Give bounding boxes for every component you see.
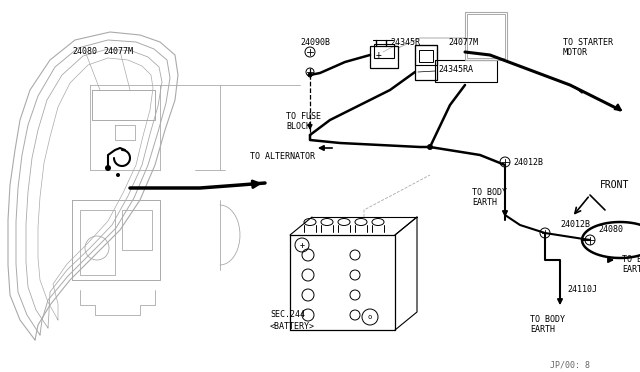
Text: JP/00: 8: JP/00: 8: [550, 360, 590, 369]
Circle shape: [503, 210, 507, 214]
Text: TO BODY: TO BODY: [472, 188, 507, 197]
Circle shape: [307, 73, 312, 77]
Text: TO STARTER: TO STARTER: [563, 38, 613, 47]
Text: TO FUSE: TO FUSE: [286, 112, 321, 121]
Bar: [465, 12, 507, 60]
Bar: [415, 45, 437, 80]
Text: EARTH: EARTH: [622, 265, 640, 274]
Bar: [122, 210, 152, 250]
Text: TO ENGINE: TO ENGINE: [622, 255, 640, 264]
Text: <BATTERY>: <BATTERY>: [270, 322, 315, 331]
Text: TO BODY: TO BODY: [530, 315, 565, 324]
Text: 24345R: 24345R: [390, 38, 420, 47]
Text: 24012B: 24012B: [560, 220, 590, 229]
Text: TO ALTERNATOR: TO ALTERNATOR: [250, 152, 315, 161]
Bar: [374, 44, 394, 58]
Text: o: o: [368, 314, 372, 320]
Circle shape: [116, 173, 120, 177]
Text: EARTH: EARTH: [472, 198, 497, 207]
Bar: [370, 46, 398, 68]
Bar: [467, 14, 505, 58]
Text: SEC.244: SEC.244: [270, 310, 305, 319]
Text: 24077M: 24077M: [448, 38, 478, 47]
Circle shape: [105, 165, 111, 171]
Text: 24080: 24080: [72, 47, 97, 56]
Bar: [415, 45, 437, 65]
Text: 24345RA: 24345RA: [438, 65, 473, 74]
Bar: [419, 50, 433, 62]
Text: 24077M: 24077M: [103, 47, 133, 56]
Text: BLOCK: BLOCK: [286, 122, 311, 131]
Text: +: +: [300, 241, 305, 250]
Circle shape: [427, 144, 433, 150]
Text: 24110J: 24110J: [567, 285, 597, 294]
Text: MOTOR: MOTOR: [563, 48, 588, 57]
Text: 24080: 24080: [598, 225, 623, 234]
Text: +: +: [376, 50, 382, 60]
Text: 24090B: 24090B: [300, 38, 330, 47]
Text: 24012B: 24012B: [513, 158, 543, 167]
Text: EARTH: EARTH: [530, 325, 555, 334]
Bar: [80, 210, 115, 275]
Text: FRONT: FRONT: [600, 180, 629, 190]
